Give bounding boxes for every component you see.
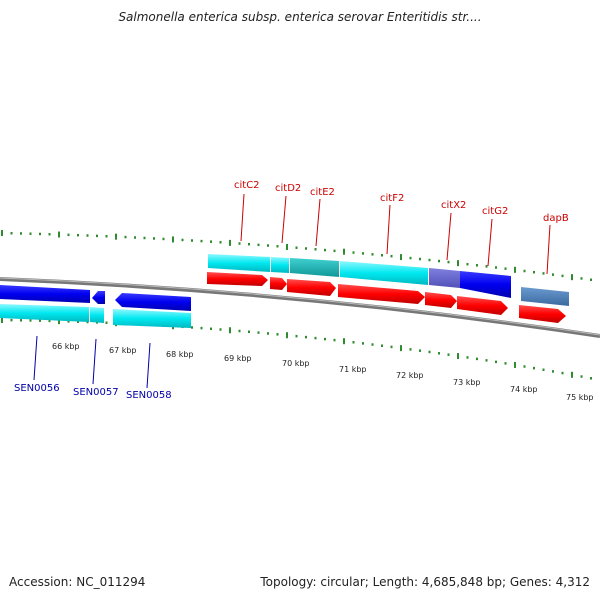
label-citG2[interactable]: citG2 — [482, 206, 508, 217]
cds-citG2[interactable] — [457, 296, 508, 315]
cds-citF2[interactable] — [338, 284, 425, 304]
gene-citE2[interactable] — [290, 258, 339, 277]
label-citX2[interactable]: citX2 — [441, 200, 466, 211]
label-SEN0057[interactable]: SEN0057 — [73, 387, 119, 398]
kbp-ruler-labels: 66 kbp 67 kbp 68 kbp 69 kbp 70 kbp 71 kb… — [52, 342, 594, 402]
cds-SEN0058[interactable] — [115, 293, 191, 311]
label-citF2[interactable]: citF2 — [380, 193, 404, 204]
label-dapB[interactable]: dapB — [543, 213, 569, 224]
gene-SEN0058[interactable] — [113, 309, 191, 328]
bottom-leader-lines — [33, 335, 151, 389]
cds-citC2[interactable] — [207, 272, 268, 286]
label-SEN0056[interactable]: SEN0056 — [14, 383, 60, 394]
cds-SEN0056[interactable] — [0, 285, 90, 303]
label-citD2[interactable]: citD2 — [275, 183, 301, 194]
kbp-label-73: 73 kbp — [453, 378, 481, 387]
label-SEN0058[interactable]: SEN0058 — [126, 390, 172, 401]
gene-citF2[interactable] — [340, 261, 428, 285]
kbp-label-66: 66 kbp — [52, 342, 80, 351]
upper-tick-ring — [1, 230, 592, 281]
top-gene-labels: citC2 citD2 citE2 citF2 citX2 citG2 dapB — [234, 180, 569, 224]
genome-backbone-highlight — [0, 277, 600, 336]
genome-info-text: Topology: circular; Length: 4,685,848 bp… — [260, 575, 590, 589]
genome-backbone — [0, 277, 600, 338]
kbp-label-70: 70 kbp — [282, 359, 310, 368]
gene-SEN0057[interactable] — [90, 307, 104, 323]
kbp-label-71: 71 kbp — [339, 365, 367, 374]
kbp-label-74: 74 kbp — [510, 385, 538, 394]
gene-citG2[interactable] — [460, 271, 511, 298]
cds-citX2[interactable] — [425, 292, 457, 308]
cds-SEN0057[interactable] — [92, 291, 105, 304]
gene-citD2[interactable] — [271, 257, 289, 273]
kbp-label-72: 72 kbp — [396, 371, 424, 380]
reverse-gene-track — [0, 304, 191, 328]
kbp-label-68: 68 kbp — [166, 350, 194, 359]
forward-cds-track — [207, 272, 566, 323]
genome-title: Salmonella enterica subsp. enterica sero… — [118, 10, 482, 24]
gene-SEN0056[interactable] — [0, 304, 89, 322]
accession-text: Accession: NC_011294 — [9, 575, 146, 589]
kbp-label-69: 69 kbp — [224, 354, 252, 363]
cds-citE2[interactable] — [287, 279, 336, 296]
label-citC2[interactable]: citC2 — [234, 180, 260, 191]
kbp-label-75: 75 kbp — [566, 393, 594, 402]
gene-citC2[interactable] — [208, 254, 270, 272]
cds-dapB[interactable] — [519, 305, 566, 323]
gene-citX2[interactable] — [429, 268, 460, 288]
top-leader-lines — [240, 193, 551, 275]
lower-tick-ring — [1, 317, 592, 380]
gene-dapB[interactable] — [521, 287, 569, 306]
label-citE2[interactable]: citE2 — [310, 187, 335, 198]
kbp-label-67: 67 kbp — [109, 346, 137, 355]
forward-gene-track — [208, 254, 569, 306]
bottom-gene-labels: SEN0056 SEN0057 SEN0058 — [14, 383, 172, 401]
cds-citD2[interactable] — [270, 277, 287, 290]
reverse-cds-track — [0, 285, 191, 311]
